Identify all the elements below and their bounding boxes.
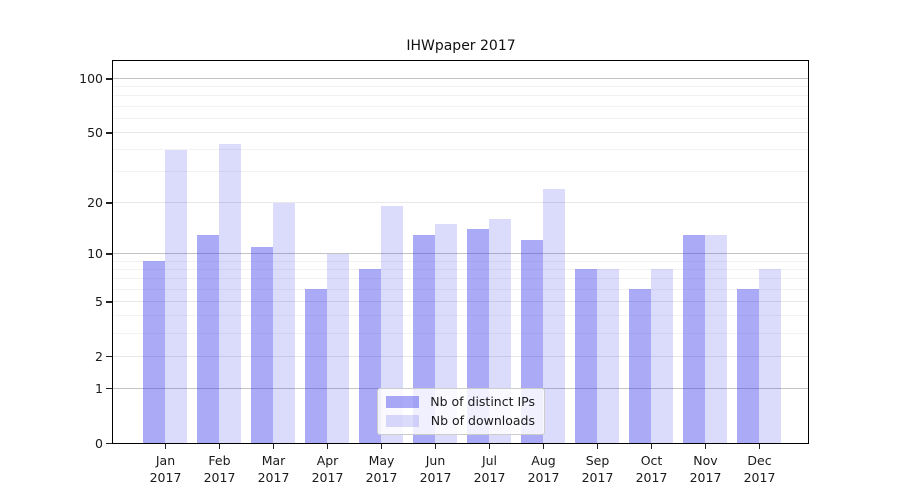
- gridline-y-80: [113, 95, 808, 97]
- y-tick-5: [106, 301, 112, 303]
- x-tick-label-may: May 2017: [365, 453, 398, 485]
- y-tick-label-0: 0: [95, 435, 103, 451]
- y-tick-label-10: 10: [87, 246, 103, 262]
- x-tick-oct: [650, 444, 653, 449]
- bar-distinct-ips-feb: [197, 234, 219, 443]
- bar-distinct-ips-nov: [683, 234, 705, 443]
- y-tick-100: [106, 78, 112, 80]
- bar-distinct-ips-sep: [575, 269, 597, 443]
- y-tick-label-2: 2: [95, 348, 103, 364]
- x-tick-sep: [596, 444, 599, 449]
- legend-swatch-distinct-ips: [386, 396, 419, 408]
- x-tick-label-sep: Sep 2017: [581, 453, 614, 485]
- x-tick-label-oct: Oct 2017: [635, 453, 668, 485]
- gridline-y-3: [113, 333, 808, 334]
- bar-distinct-ips-oct: [629, 289, 651, 443]
- bar-downloads-nov: [705, 234, 727, 443]
- gridline-y-5: [113, 300, 808, 302]
- legend-item-distinct-ips: Nb of distinct IPs: [386, 395, 535, 409]
- y-tick-label-20: 20: [87, 195, 103, 211]
- y-tick-label-1: 1: [95, 380, 103, 396]
- x-tick-label-nov: Nov 2017: [689, 453, 722, 485]
- legend: Nb of distinct IPs Nb of downloads: [377, 388, 545, 435]
- bar-downloads-aug: [543, 188, 565, 443]
- bar-downloads-mar: [273, 202, 295, 443]
- bar-downloads-apr: [327, 253, 349, 443]
- x-tick-jan: [164, 444, 167, 449]
- y-tick-2: [106, 356, 112, 358]
- bar-downloads-jul: [489, 219, 511, 443]
- gridline-y-50: [113, 131, 808, 133]
- bar-downloads-jan: [165, 149, 187, 443]
- x-tick-jul: [488, 444, 491, 449]
- bar-distinct-ips-mar: [251, 246, 273, 443]
- x-tick-label-jun: Jun 2017: [419, 453, 452, 485]
- bar-distinct-ips-may: [359, 269, 381, 443]
- x-tick-apr: [326, 444, 329, 449]
- gridline-y-90: [113, 86, 808, 88]
- x-tick-feb: [218, 444, 221, 449]
- gridline-y-4: [113, 315, 808, 317]
- x-tick-label-jan: Jan 2017: [149, 453, 182, 485]
- x-tick-label-dec: Dec 2017: [743, 453, 776, 485]
- gridline-y-10: [113, 253, 808, 255]
- gridline-y-7: [113, 278, 808, 280]
- y-tick-20: [106, 202, 112, 204]
- gridline-y-30: [113, 171, 808, 173]
- gridline-y-20: [113, 202, 808, 204]
- plot-area: Nb of distinct IPs Nb of downloads: [112, 60, 809, 444]
- x-tick-label-jul: Jul 2017: [473, 453, 506, 485]
- gridline-y-9: [113, 260, 808, 262]
- gridline-y-70: [113, 105, 808, 107]
- y-tick-10: [106, 253, 112, 255]
- gridline-y-2: [113, 355, 808, 357]
- legend-item-downloads: Nb of downloads: [386, 414, 535, 428]
- x-tick-label-mar: Mar 2017: [257, 453, 290, 485]
- gridline-y-8: [113, 268, 808, 270]
- x-tick-label-aug: Aug 2017: [527, 453, 560, 485]
- x-tick-dec: [758, 444, 761, 449]
- bar-downloads-sep: [597, 269, 619, 443]
- bar-downloads-feb: [219, 144, 241, 443]
- x-tick-label-feb: Feb 2017: [203, 453, 236, 485]
- legend-swatch-downloads: [386, 415, 419, 427]
- gridline-y-6: [113, 288, 808, 290]
- gridline-y-40: [113, 149, 808, 151]
- bar-distinct-ips-jan: [143, 261, 165, 443]
- legend-label-distinct-ips: Nb of distinct IPs: [430, 394, 535, 409]
- y-tick-50: [106, 132, 112, 134]
- y-tick-label-100: 100: [79, 70, 103, 86]
- y-tick-label-5: 5: [95, 293, 103, 309]
- bar-downloads-oct: [651, 269, 673, 443]
- bar-downloads-may: [381, 206, 403, 443]
- legend-label-downloads: Nb of downloads: [430, 413, 535, 428]
- x-tick-may: [380, 444, 383, 449]
- gridline-y-60: [113, 117, 808, 119]
- y-tick-label-50: 50: [87, 124, 103, 140]
- bar-downloads-dec: [759, 269, 781, 443]
- chart-title: IHWpaper 2017: [406, 38, 516, 54]
- bar-distinct-ips-apr: [305, 289, 327, 443]
- bar-distinct-ips-dec: [737, 289, 759, 443]
- gridline-y-100: [113, 77, 808, 79]
- y-tick-0: [106, 442, 112, 445]
- y-tick-1: [106, 388, 112, 390]
- x-tick-jun: [434, 444, 437, 449]
- x-tick-mar: [272, 444, 275, 449]
- x-tick-aug: [542, 444, 545, 449]
- x-tick-label-apr: Apr 2017: [311, 453, 344, 485]
- x-tick-nov: [704, 444, 707, 449]
